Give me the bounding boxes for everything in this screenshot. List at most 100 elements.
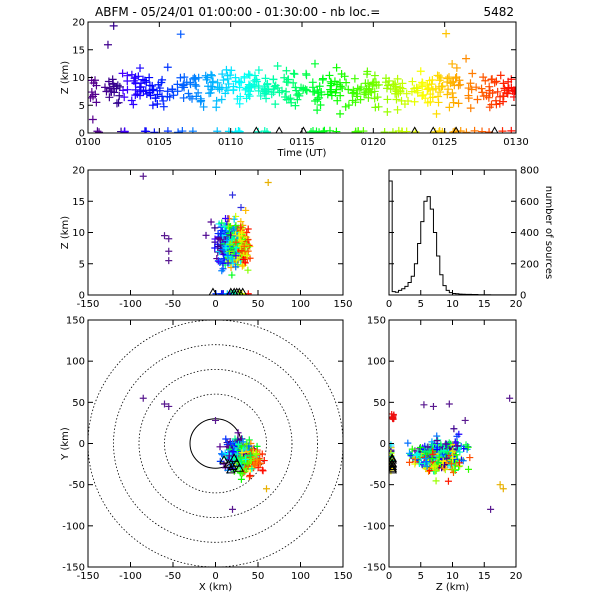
- time-height-point: [487, 100, 496, 109]
- time-height-point: [105, 93, 114, 102]
- xz-view-point: [240, 242, 248, 250]
- time-height-point: [212, 103, 221, 112]
- zy-view-point: [428, 455, 436, 463]
- plan-view-station-marker: [231, 458, 242, 467]
- plan-view-station-marker: [223, 459, 234, 468]
- plan-view-station-marker: [225, 464, 236, 474]
- plan-view-point: [239, 438, 247, 446]
- plan-view-station-marker: [229, 453, 240, 462]
- time-height-point: [318, 74, 327, 83]
- time-height-outlier: [442, 29, 451, 38]
- time-height-point: [449, 98, 458, 107]
- time-height-point: [435, 72, 444, 81]
- time-height-point: [427, 80, 436, 89]
- time-height-point: [206, 88, 215, 97]
- plan-view-x-tick-label: -50: [165, 571, 181, 582]
- time-height-point: [357, 83, 366, 92]
- time-height-point: [184, 89, 193, 98]
- zy-view-outlier: [506, 394, 514, 402]
- zy-view-point: [443, 448, 451, 456]
- time-height-point: [91, 76, 100, 85]
- time-height-point: [267, 90, 276, 99]
- xz-view-point: [224, 251, 232, 259]
- plan-view-point: [256, 459, 264, 467]
- time-height-point: [169, 91, 178, 100]
- time-height-point: [234, 77, 243, 86]
- plan-view-y-tick-label: 50: [72, 398, 85, 409]
- time-height-station-marker: [452, 126, 460, 133]
- plan-view-y-tick-label: 0: [79, 439, 85, 450]
- time-height-point: [397, 96, 406, 105]
- time-height-point: [199, 102, 208, 111]
- time-height-point: [502, 88, 511, 97]
- time-height-x-label: Time (UT): [277, 148, 327, 159]
- plan-view-station-marker: [219, 454, 229, 464]
- time-height-point: [294, 89, 303, 98]
- time-height-point: [454, 99, 463, 108]
- time-height-point: [244, 70, 253, 79]
- zy-view-point: [433, 437, 441, 445]
- time-height-point: [492, 77, 501, 86]
- xz-view-point: [244, 266, 252, 274]
- time-height-point: [351, 127, 360, 133]
- time-height-x-tick-label: 0125: [432, 137, 457, 148]
- plan-view-outlier: [263, 485, 270, 493]
- time-height-point: [260, 89, 269, 98]
- zy-view-point: [442, 440, 450, 448]
- xz-view-outlier: [237, 204, 245, 211]
- plan-view-plot-area: [88, 320, 343, 567]
- xz-view-point: [228, 255, 236, 263]
- time-height-station-marker: [299, 126, 308, 133]
- time-height-point: [224, 79, 233, 88]
- time-height-frame: [87, 21, 517, 134]
- time-height-point: [383, 95, 392, 104]
- time-height-point: [478, 127, 487, 133]
- height-histogram-y-tick-label: 400: [520, 228, 539, 239]
- time-height-point: [302, 71, 311, 80]
- time-height-x-tick-label: 0110: [218, 137, 243, 148]
- plan-view-point: [238, 435, 246, 443]
- xz-view-x-tick-label: 150: [333, 299, 352, 310]
- time-height-point: [448, 59, 457, 68]
- time-height-point: [325, 71, 334, 80]
- time-height-point: [186, 78, 195, 87]
- plan-view-x-tick-label: 50: [252, 571, 265, 582]
- time-height-outlier: [176, 30, 185, 39]
- xz-view-frame: [87, 169, 344, 296]
- time-height-point: [163, 127, 172, 133]
- time-height-point: [273, 83, 282, 92]
- time-height-point: [140, 127, 149, 133]
- plan-view-point: [245, 436, 253, 444]
- time-height-outlier: [462, 54, 471, 63]
- zy-view-point: [447, 460, 455, 468]
- zy-view-point: [408, 445, 416, 453]
- xz-view-point: [232, 231, 240, 239]
- time-height-point: [231, 73, 240, 82]
- zy-view-point: [452, 451, 460, 459]
- time-height-point: [452, 63, 461, 72]
- time-height-point: [245, 83, 254, 92]
- time-height-point: [367, 88, 376, 97]
- plan-view-point: [234, 440, 242, 448]
- time-height-y-tick-label: 10: [72, 73, 85, 84]
- time-height-point: [308, 78, 317, 87]
- time-height-point: [454, 81, 463, 90]
- time-height-point: [356, 95, 365, 104]
- time-height-point: [289, 69, 298, 78]
- time-height-point: [134, 72, 143, 81]
- xz-view-x-tick-label: -100: [119, 299, 142, 310]
- zy-view-point: [428, 438, 436, 446]
- time-height-point: [426, 97, 435, 106]
- time-height-point: [340, 72, 349, 81]
- time-height-x-tick-label: 0100: [75, 137, 100, 148]
- time-height-point: [192, 82, 201, 91]
- range-ring: [113, 344, 318, 543]
- xz-view-y-tick-label: 20: [72, 166, 85, 177]
- time-height-point: [323, 90, 332, 99]
- zy-view-point: [464, 465, 472, 473]
- height-histogram-y-tick-label: 600: [520, 197, 539, 208]
- zy-view-point: [453, 432, 461, 440]
- time-height-point: [473, 95, 482, 104]
- time-height-point: [269, 85, 278, 94]
- xz-view-station-marker: [238, 287, 247, 295]
